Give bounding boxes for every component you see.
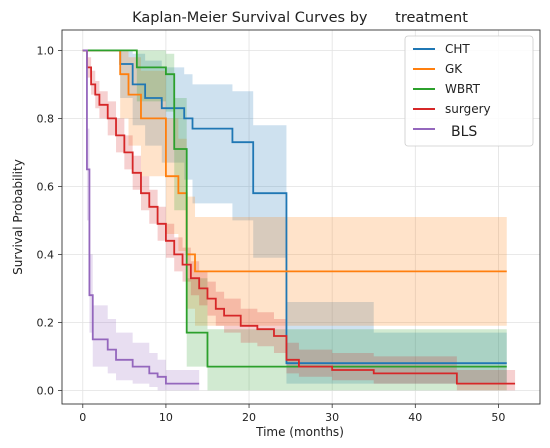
x-axis-label: Time (months)	[255, 425, 344, 439]
y-axis-label: Survival Probability	[11, 159, 25, 275]
legend-label-wbrt: WBRT	[445, 82, 481, 96]
y-tick-label: 0.8	[37, 112, 55, 125]
survival-lines	[82, 49, 516, 385]
legend-box	[404, 35, 534, 147]
x-tick-label: 0	[79, 411, 86, 424]
plot-frame	[61, 29, 541, 405]
y-tick-label: 0.4	[37, 248, 55, 261]
confidence-bands	[82, 50, 516, 391]
surgery-survival-line	[82, 49, 516, 385]
chart-title: Kaplan-Meier Survival Curves by treatmen…	[132, 10, 468, 26]
cht-survival-line	[82, 49, 507, 365]
legend-label-bls: BLS	[451, 124, 477, 140]
gk-confidence-band	[82, 50, 507, 326]
y-tick-label: 0.0	[37, 384, 55, 397]
x-tick-label: 20	[242, 411, 256, 424]
y-tick-label: 1.0	[37, 44, 55, 57]
x-tick-label: 30	[325, 411, 339, 424]
x-tick-label: 40	[408, 411, 422, 424]
wbrt-survival-line	[82, 49, 507, 368]
bls-confidence-band	[82, 50, 200, 391]
gk-survival-line	[82, 49, 507, 273]
cht-confidence-band	[82, 50, 507, 384]
y-tick-label: 0.6	[37, 180, 55, 193]
legend-label-gk: GK	[445, 62, 463, 76]
legend-label-surgery: surgery	[445, 102, 491, 116]
wbrt-confidence-band	[82, 50, 507, 391]
bls-survival-line	[82, 49, 200, 385]
y-tick-label: 0.2	[37, 316, 55, 329]
legend: CHT GK WBRT surgery BLS	[404, 35, 534, 147]
x-tick-label: 10	[159, 411, 173, 424]
legend-label-cht: CHT	[445, 42, 470, 56]
axis-ticks: 0 10 20 30 40 50 0.0 0.2 0.4 0.6 0.8 1.0	[37, 44, 506, 424]
x-tick-label: 50	[491, 411, 505, 424]
